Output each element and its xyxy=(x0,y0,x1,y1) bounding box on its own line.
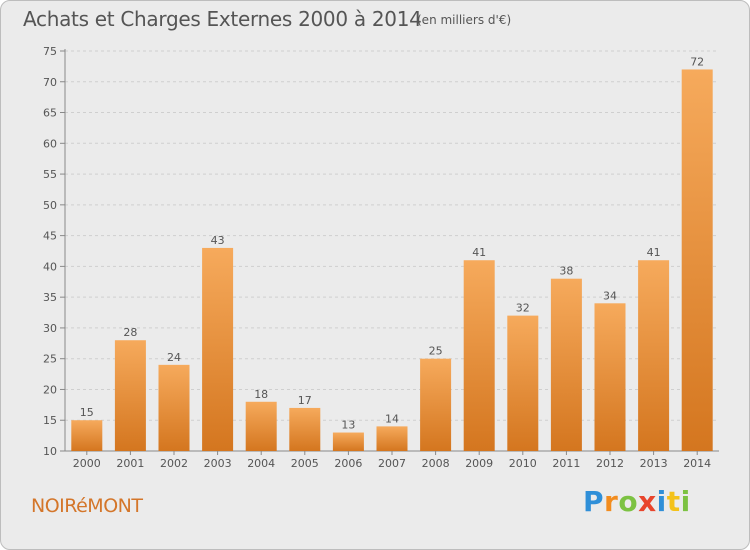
data-label: 34 xyxy=(603,289,617,302)
x-tick-label: 2005 xyxy=(291,457,319,470)
logo-letter: t xyxy=(666,485,681,518)
x-tick-label: 2000 xyxy=(73,457,101,470)
bar-2002 xyxy=(158,364,190,451)
y-tick-label: 60 xyxy=(43,137,57,150)
bar-2014 xyxy=(681,69,713,451)
data-label: 28 xyxy=(123,326,137,339)
proxiti-logo[interactable]: Proxiti xyxy=(583,485,691,518)
bar-2013 xyxy=(638,260,670,451)
x-tick-label: 2004 xyxy=(247,457,275,470)
chart-subtitle: (en milliers d'€) xyxy=(417,13,512,27)
data-label: 25 xyxy=(429,345,443,358)
logo-letter: r xyxy=(604,485,619,518)
bar-2012 xyxy=(594,303,626,451)
data-label: 72 xyxy=(690,55,704,68)
data-label: 15 xyxy=(80,406,94,419)
data-label: 32 xyxy=(516,302,530,315)
data-label: 17 xyxy=(298,394,312,407)
y-tick-label: 45 xyxy=(43,230,57,243)
y-tick-label: 50 xyxy=(43,199,57,212)
bar-2007 xyxy=(376,426,408,451)
x-tick-label: 2008 xyxy=(422,457,450,470)
bar-2008 xyxy=(420,358,452,451)
bars xyxy=(71,69,713,451)
y-tick-label: 35 xyxy=(43,291,57,304)
data-label: 41 xyxy=(472,246,486,259)
x-tick-label: 2013 xyxy=(640,457,668,470)
y-tick-label: 15 xyxy=(43,414,57,427)
chart-title: Achats et Charges Externes 2000 à 2014 xyxy=(23,7,422,31)
y-tick-label: 55 xyxy=(43,168,57,181)
logo-letter: o xyxy=(618,485,639,518)
x-tick-label: 2010 xyxy=(509,457,537,470)
x-tick-label: 2011 xyxy=(552,457,580,470)
data-label: 41 xyxy=(647,246,661,259)
y-tick-label: 75 xyxy=(43,45,57,58)
bar-2003 xyxy=(202,247,234,451)
logo-letter: i xyxy=(656,485,667,518)
x-tick-label: 2007 xyxy=(378,457,406,470)
logo-letter: P xyxy=(583,485,605,518)
y-tick-label: 25 xyxy=(43,353,57,366)
y-tick-label: 70 xyxy=(43,76,57,89)
data-label: 38 xyxy=(559,265,573,278)
bar-2006 xyxy=(332,432,364,451)
data-label: 43 xyxy=(211,234,225,247)
y-tick-label: 65 xyxy=(43,107,57,120)
data-label: 13 xyxy=(341,419,355,432)
bar-2010 xyxy=(507,315,539,451)
bar-2001 xyxy=(114,340,146,451)
y-tick-label: 20 xyxy=(43,383,57,396)
y-tick-label: 10 xyxy=(43,445,57,458)
x-tick-label: 2002 xyxy=(160,457,188,470)
town-name: NOIRéMONT xyxy=(31,495,143,517)
bar-2000 xyxy=(71,420,103,451)
y-tick-label: 30 xyxy=(43,322,57,335)
x-tick-label: 2003 xyxy=(204,457,232,470)
data-label: 24 xyxy=(167,351,181,364)
bar-2005 xyxy=(289,407,321,451)
bar-2009 xyxy=(463,260,495,451)
x-tick-label: 2006 xyxy=(334,457,362,470)
data-label: 14 xyxy=(385,412,399,425)
bar-2004 xyxy=(245,401,277,451)
x-tick-label: 2001 xyxy=(116,457,144,470)
x-tick-label: 2009 xyxy=(465,457,493,470)
x-tick-label: 2014 xyxy=(683,457,711,470)
logo-letter: x xyxy=(638,485,657,518)
data-label: 18 xyxy=(254,388,268,401)
bar-2011 xyxy=(550,278,582,451)
y-tick-label: 40 xyxy=(43,260,57,273)
logo-letter: i xyxy=(680,485,691,518)
labels: 10 15 20 25 30 35 40 45 50 55 60 65 70 75 15 2000 28 2001… xyxy=(43,45,711,470)
x-tick-label: 2012 xyxy=(596,457,624,470)
